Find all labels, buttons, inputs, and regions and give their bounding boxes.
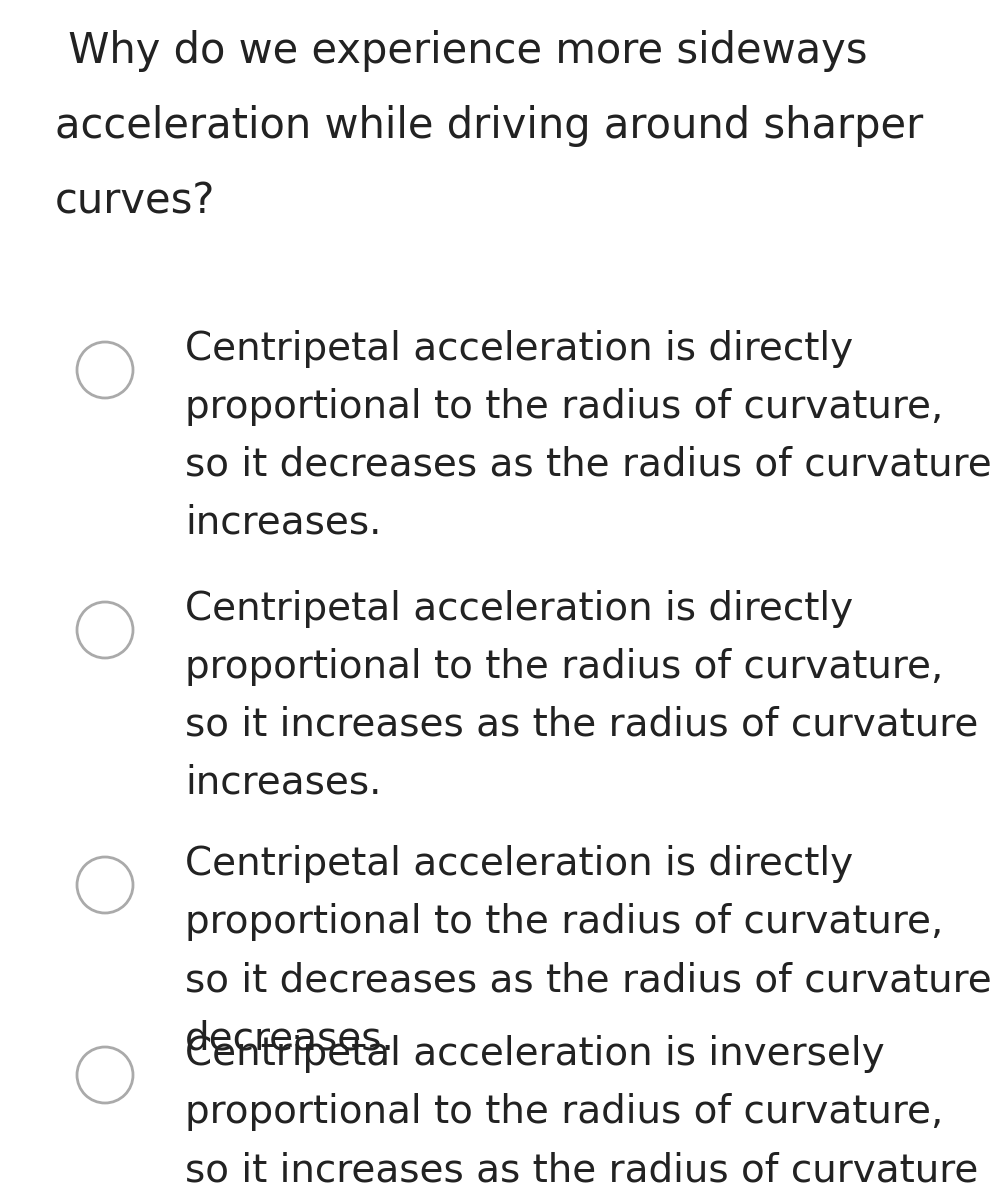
Text: so it decreases as the radius of curvature: so it decreases as the radius of curvatu… <box>185 961 991 998</box>
Text: curves?: curves? <box>55 180 215 222</box>
Text: so it increases as the radius of curvature: so it increases as the radius of curvatu… <box>185 706 978 744</box>
Text: Centripetal acceleration is directly: Centripetal acceleration is directly <box>185 845 853 883</box>
Text: increases.: increases. <box>185 764 382 802</box>
Text: proportional to the radius of curvature,: proportional to the radius of curvature, <box>185 388 943 426</box>
Text: Centripetal acceleration is directly: Centripetal acceleration is directly <box>185 330 853 368</box>
Circle shape <box>77 1046 133 1103</box>
Text: proportional to the radius of curvature,: proportional to the radius of curvature, <box>185 648 943 686</box>
Text: proportional to the radius of curvature,: proportional to the radius of curvature, <box>185 902 943 941</box>
Text: so it decreases as the radius of curvature: so it decreases as the radius of curvatu… <box>185 446 991 484</box>
Circle shape <box>77 857 133 913</box>
Circle shape <box>77 342 133 398</box>
Text: increases.: increases. <box>185 504 382 542</box>
Text: decreases.: decreases. <box>185 1019 394 1057</box>
Text: Centripetal acceleration is directly: Centripetal acceleration is directly <box>185 590 853 628</box>
Text: acceleration while driving around sharper: acceleration while driving around sharpe… <box>55 104 924 146</box>
Text: Why do we experience more sideways: Why do we experience more sideways <box>55 30 867 72</box>
Text: Centripetal acceleration is inversely: Centripetal acceleration is inversely <box>185 1034 885 1073</box>
Circle shape <box>77 602 133 658</box>
Text: so it increases as the radius of curvature: so it increases as the radius of curvatu… <box>185 1151 978 1189</box>
Text: proportional to the radius of curvature,: proportional to the radius of curvature, <box>185 1093 943 1130</box>
